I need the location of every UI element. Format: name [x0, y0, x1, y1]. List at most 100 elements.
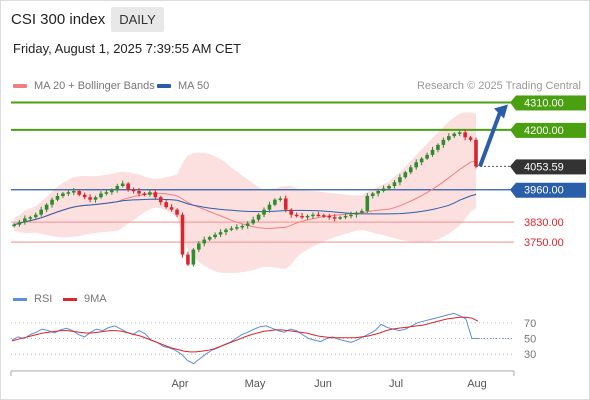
chart-title: CSI 300 index — [11, 10, 106, 28]
candle-body — [148, 192, 152, 195]
candle-body — [430, 149, 435, 155]
candle-body — [88, 197, 92, 200]
candle-body — [61, 193, 65, 196]
candle-body — [224, 229, 228, 233]
candle-body — [414, 162, 419, 168]
candle-body — [110, 189, 114, 193]
candle-body — [33, 214, 38, 218]
candle-body — [229, 228, 234, 230]
candle-body — [44, 204, 49, 210]
candle-body — [17, 222, 22, 225]
rsi-label: RSI — [34, 293, 53, 305]
candle-body — [365, 195, 370, 211]
candle-body — [55, 195, 60, 200]
level-tag-pivot — [516, 182, 586, 198]
rsi-level-label: 70 — [524, 318, 536, 330]
candle-body — [218, 232, 223, 235]
candle-body — [180, 214, 185, 255]
target-arrow-head — [494, 104, 508, 119]
candle-body — [39, 209, 43, 215]
candle-body — [120, 183, 125, 186]
candle-body — [213, 234, 217, 238]
legend-rsi-ma: 9MA — [63, 293, 107, 305]
candle-body — [104, 192, 109, 194]
level-tag-tip — [510, 95, 516, 111]
candle-body — [153, 192, 158, 198]
candle-body — [66, 192, 71, 194]
candle-body — [245, 223, 250, 226]
candle-body — [463, 132, 467, 138]
target-arrow-shaft — [478, 111, 502, 168]
candle-body — [71, 190, 76, 193]
candle-body — [142, 193, 147, 195]
credit-text: Research © 2025 Trading Central — [416, 80, 581, 92]
last-price-tip — [510, 159, 516, 175]
candle-body — [251, 219, 255, 224]
candle-body — [12, 224, 16, 227]
candle-body — [349, 214, 353, 217]
level-label-resistance: 4200.00 — [524, 125, 564, 137]
rsi-ma-line — [11, 316, 479, 353]
x-tick-label: Jul — [389, 378, 403, 390]
candle-body — [441, 139, 446, 145]
x-tick-label: May — [245, 378, 266, 390]
candle-body — [447, 136, 451, 140]
bollinger-band — [14, 112, 476, 274]
candle-body — [311, 214, 315, 217]
candle-body — [436, 144, 440, 150]
candle-body — [207, 237, 212, 240]
period-badge[interactable]: DAILY — [111, 6, 164, 32]
candle-body — [235, 227, 239, 229]
candle-body — [77, 190, 82, 195]
candle-body — [197, 243, 201, 250]
candle-body — [186, 254, 190, 265]
level-label-support: 3750.00 — [524, 237, 564, 249]
candle-body — [381, 188, 386, 191]
candle-body — [28, 217, 33, 219]
level-label-pivot: 3960.00 — [524, 185, 564, 197]
candle-body — [137, 190, 141, 194]
level-tag-tip — [510, 122, 516, 138]
level-tag-tip — [510, 182, 516, 198]
x-tick-label: Aug — [467, 378, 487, 390]
ma20-swatch — [13, 84, 27, 88]
candle-body — [262, 209, 266, 215]
candle-body — [50, 199, 54, 205]
level-label-support: 3830.00 — [524, 217, 564, 229]
candle-body — [99, 193, 103, 198]
candle-body — [202, 239, 207, 244]
chart-header: CSI 300 index DAILY — [0, 5, 164, 33]
candle-body — [300, 215, 304, 218]
x-tick-label: Apr — [171, 378, 188, 390]
candle-body — [82, 194, 87, 198]
rsi-line — [11, 312, 478, 365]
candle-body — [338, 217, 342, 219]
candle-body — [289, 209, 293, 215]
candle-body — [23, 218, 27, 223]
candle-body — [131, 189, 136, 192]
legend-ma50: MA 50 — [157, 80, 209, 92]
candle-body — [256, 214, 261, 220]
rsi-level-label: 30 — [524, 349, 536, 361]
ma50-swatch — [157, 84, 171, 88]
candle-body — [158, 197, 163, 203]
timestamp: Friday, August 1, 2025 7:39:55 AM CET — [13, 41, 242, 56]
last-price-tag — [516, 159, 586, 175]
candle-body — [273, 199, 277, 205]
level-label-resistance: 4310.00 — [524, 97, 564, 109]
candle-body — [408, 167, 413, 173]
candle-body — [360, 210, 364, 213]
candle-body — [191, 249, 196, 265]
candle-body — [240, 225, 245, 228]
ma50-label: MA 50 — [178, 80, 210, 92]
candle-body — [294, 214, 299, 217]
candles — [12, 129, 478, 267]
candle-body — [126, 183, 130, 190]
candle-body — [175, 209, 179, 215]
candle-body — [327, 215, 332, 218]
candle-body — [283, 198, 288, 210]
ma50-line — [13, 193, 477, 226]
candle-body — [468, 137, 473, 140]
candle-body — [322, 215, 326, 217]
rsi-ma-label: 9MA — [84, 293, 107, 305]
